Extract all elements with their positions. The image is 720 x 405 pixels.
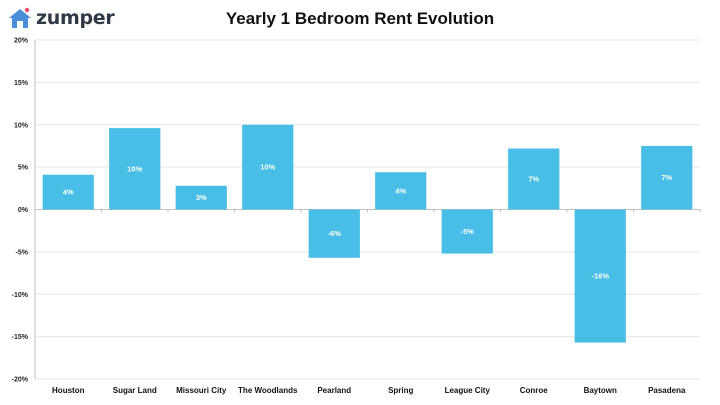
bar [574,209,626,343]
data-label: -5% [461,227,475,236]
x-tick-label: Pearland [317,386,351,395]
data-label: -16% [591,272,609,281]
x-tick-label: Houston [52,386,85,395]
x-tick-label: The Woodlands [238,386,298,395]
y-tick-label: 0% [18,207,29,214]
bar [641,145,693,210]
y-tick-label: -10% [12,292,29,299]
x-tick-label: Baytown [584,386,617,395]
data-label: 10% [127,164,142,173]
data-label: 4% [395,186,406,195]
x-tick-label: Missouri City [176,386,227,395]
y-tick-label: 10% [14,122,29,129]
brand-logo: zumper [7,6,115,30]
x-tick-label: League City [445,386,491,395]
bar [508,148,560,210]
bar [42,174,94,210]
y-tick-label: -20% [12,377,29,384]
data-label: 7% [528,174,539,183]
data-label: 10% [260,163,275,172]
x-tick-label: Spring [388,386,413,395]
x-tick-label: Pasadena [648,386,686,395]
y-tick-label: -15% [12,334,29,341]
data-label: 3% [196,193,207,202]
x-tick-label: Conroe [520,386,549,395]
data-label: -6% [328,229,342,238]
bar [109,128,161,210]
chart-title: Yearly 1 Bedroom Rent Evolution [225,9,495,28]
x-tick-label: Sugar Land [113,386,157,395]
y-tick-label: 5% [18,165,29,172]
data-label: 4% [63,188,74,197]
data-label: 7% [661,173,672,182]
y-tick-label: 20% [14,38,29,45]
brand-name: zumper [36,7,115,29]
bar [308,209,360,258]
y-tick-label: 15% [14,80,29,87]
bar [242,124,294,210]
bar [175,185,227,210]
bar [441,209,493,254]
y-tick-label: -5% [16,249,29,256]
house-pin-icon [9,7,31,28]
bar [375,172,427,210]
